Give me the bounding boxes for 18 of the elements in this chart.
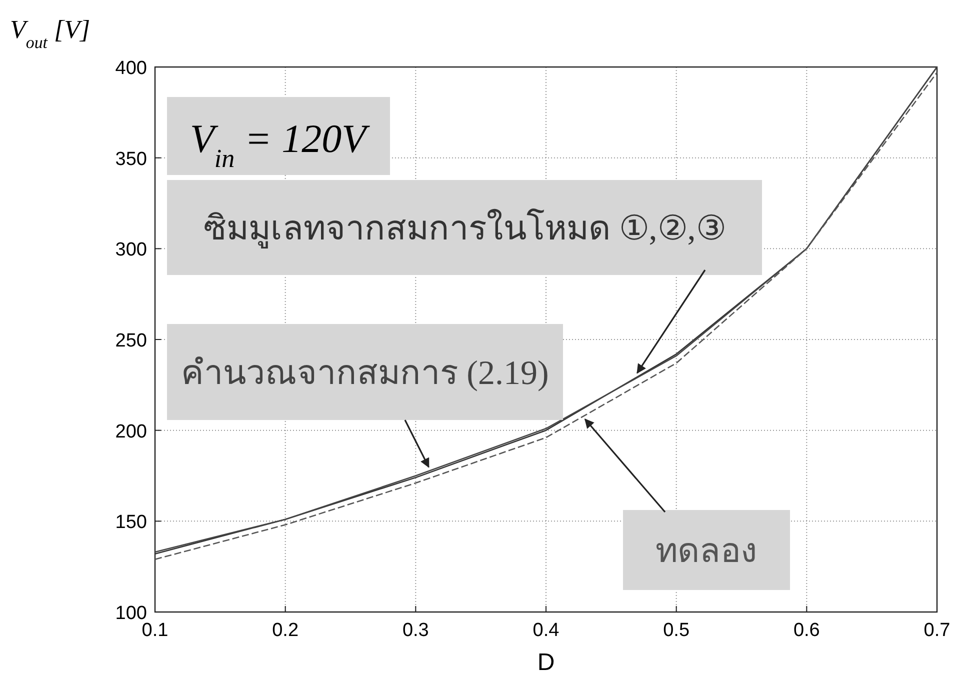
series-label: คำนวณจากสมการ (2.19) (181, 355, 549, 392)
x-tick-label: 0.2 (272, 620, 299, 641)
y-axis-title: V$_{out}$ [V] (10, 15, 90, 52)
annotation: V$_{in}$ = 120V (190, 116, 371, 172)
x-tick-label: 0.7 (924, 620, 950, 641)
series-label: ซิมมูเลทจากสมการในโหมด ①,②,③ (203, 208, 726, 248)
x-tick-label: 0.4 (532, 620, 560, 641)
x-axis-title: D (537, 649, 555, 676)
y-tick-label: 300 (115, 240, 147, 261)
x-tick-label: 0.6 (793, 620, 820, 641)
y-tick-label: 400 (115, 58, 147, 79)
y-tick-label: 200 (115, 421, 147, 442)
y-tick-label: 250 (115, 330, 147, 352)
x-tick-label: 0.3 (402, 620, 429, 641)
text: ทดลอง (656, 533, 758, 570)
y-tick-label: 150 (115, 512, 147, 534)
x-tick-label: 0.5 (663, 620, 690, 641)
y-tick-label: 350 (115, 148, 147, 170)
